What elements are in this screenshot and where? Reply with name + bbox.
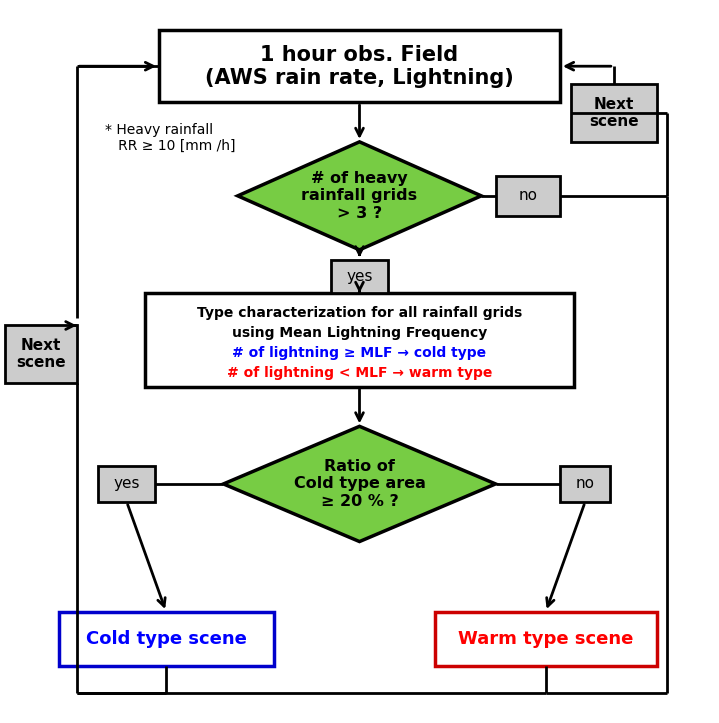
Text: no: no: [518, 189, 537, 203]
Text: * Heavy rainfall
   RR ≥ 10 [mm /h]: * Heavy rainfall RR ≥ 10 [mm /h]: [105, 123, 236, 153]
Polygon shape: [238, 142, 481, 250]
FancyBboxPatch shape: [560, 466, 610, 502]
Text: Ratio of
Cold type area
≥ 20 % ?: Ratio of Cold type area ≥ 20 % ?: [293, 459, 426, 509]
Text: Type characterization for all rainfall grids: Type characterization for all rainfall g…: [197, 306, 522, 320]
FancyBboxPatch shape: [5, 325, 77, 383]
Text: # of lightning ≥ MLF → cold type: # of lightning ≥ MLF → cold type: [232, 346, 487, 360]
FancyBboxPatch shape: [331, 260, 388, 293]
Polygon shape: [224, 427, 495, 542]
Text: Cold type scene: Cold type scene: [86, 630, 247, 648]
FancyBboxPatch shape: [145, 293, 574, 387]
Text: Next
scene: Next scene: [589, 97, 638, 129]
Text: using Mean Lightning Frequency: using Mean Lightning Frequency: [232, 325, 487, 340]
FancyBboxPatch shape: [59, 612, 273, 666]
FancyBboxPatch shape: [495, 176, 560, 215]
Text: Warm type scene: Warm type scene: [458, 630, 633, 648]
FancyBboxPatch shape: [98, 466, 155, 502]
Text: yes: yes: [114, 476, 140, 492]
Text: Next
scene: Next scene: [16, 338, 65, 370]
FancyBboxPatch shape: [159, 30, 560, 102]
Text: yes: yes: [347, 269, 372, 284]
Text: # of heavy
rainfall grids
> 3 ?: # of heavy rainfall grids > 3 ?: [301, 171, 418, 221]
Text: 1 hour obs. Field
(AWS rain rate, Lightning): 1 hour obs. Field (AWS rain rate, Lightn…: [205, 45, 514, 87]
Text: no: no: [576, 476, 595, 492]
Text: # of lightning < MLF → warm type: # of lightning < MLF → warm type: [226, 366, 493, 380]
FancyBboxPatch shape: [435, 612, 656, 666]
FancyBboxPatch shape: [571, 84, 656, 142]
